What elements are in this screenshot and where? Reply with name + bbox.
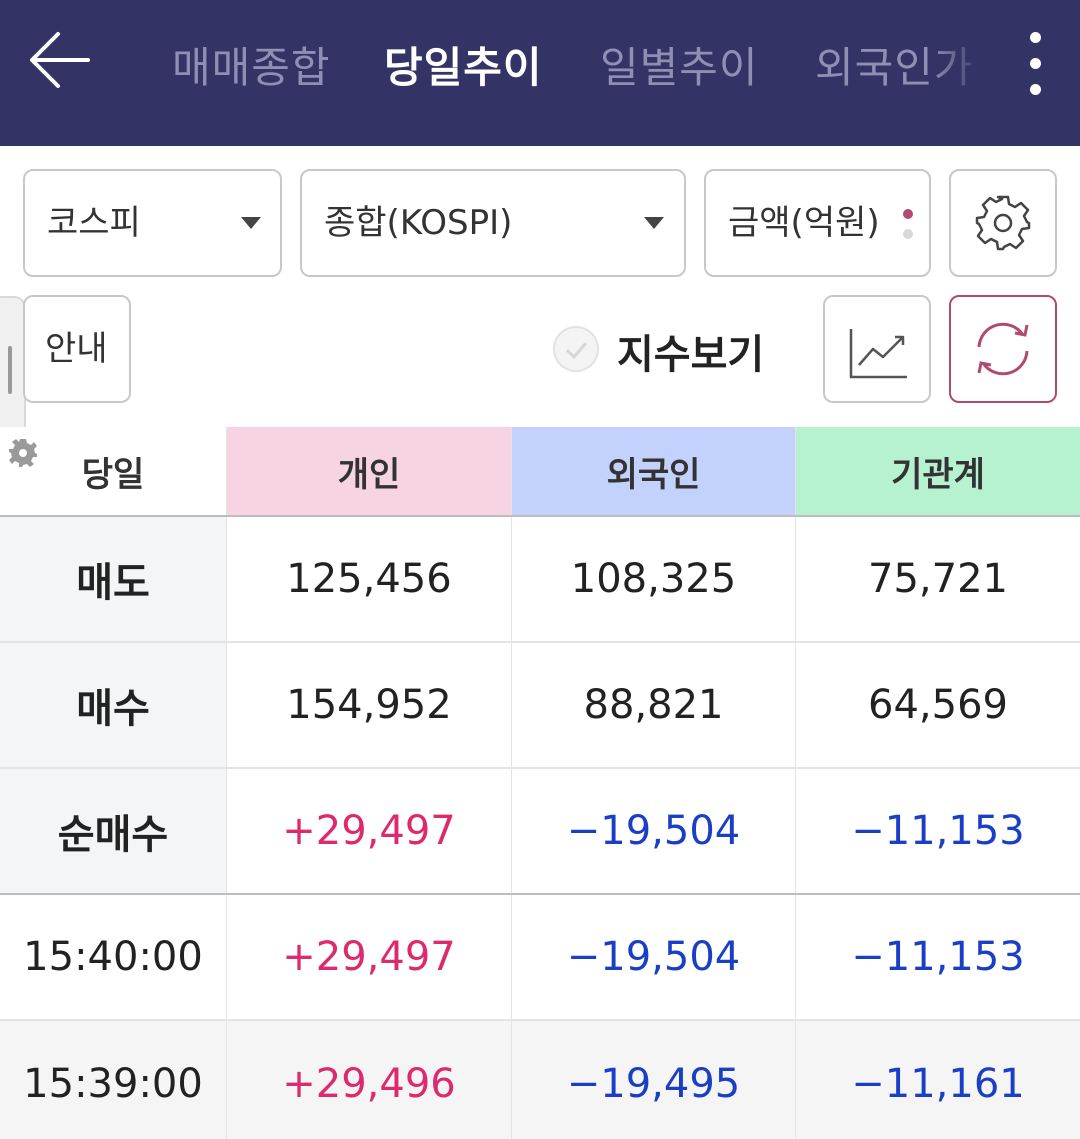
row-label: 순매수	[0, 769, 227, 893]
institution-value: 75,721	[868, 556, 1008, 602]
table-header-row: 당일 개인 외국인 기관계	[0, 427, 1080, 517]
foreign-value: 88,821	[512, 643, 796, 767]
back-button[interactable]	[22, 22, 98, 98]
tab-daily-trend[interactable]: 일별추이	[600, 43, 759, 92]
more-vertical-icon-dot	[1030, 58, 1041, 69]
chart-view-button[interactable]	[823, 295, 931, 403]
line-chart-icon	[849, 329, 907, 379]
table-row[interactable]: 15:40:00 +29,497 −19,504 −11,153	[0, 895, 1080, 1021]
individual-value: +29,497	[227, 895, 512, 1019]
drawer-grip-icon	[8, 346, 12, 394]
institution-value: −11,153	[851, 934, 1025, 980]
foreign-value: −19,504	[512, 769, 796, 893]
chevron-down-icon	[644, 217, 664, 229]
foreign-value: 108,325	[512, 517, 796, 641]
table-row-sell: 매도 125,456 108,325 75,721	[0, 517, 1080, 643]
table-row-buy: 매수 154,952 88,821 64,569	[0, 643, 1080, 769]
unit-active-indicator	[903, 209, 913, 219]
column-header-individual: 개인	[227, 427, 512, 515]
row-time: 15:39:00	[0, 1021, 227, 1139]
unit-inactive-indicator	[903, 229, 913, 239]
index-select-value: 종합(KOSPI)	[324, 203, 513, 243]
more-options-button[interactable]	[1010, 28, 1060, 100]
chevron-down-icon	[241, 217, 261, 229]
row-label: 매도	[0, 517, 227, 641]
market-select[interactable]: 코스피	[23, 169, 282, 277]
more-vertical-icon-dot	[1030, 84, 1041, 95]
tab-trade-summary[interactable]: 매매종합	[172, 43, 331, 92]
table-row[interactable]: 15:39:00 +29,496 −19,495 −11,161	[0, 1021, 1080, 1139]
refresh-icon	[977, 322, 1029, 376]
tab-intraday-trend[interactable]: 당일추이	[384, 43, 543, 92]
index-view-label[interactable]: 지수보기	[617, 332, 765, 378]
column-header-today: 당일	[0, 427, 227, 515]
top-app-bar: 매매종합 당일추이 일별추이 외국인가	[0, 0, 1080, 146]
institution-value: 64,569	[868, 682, 1008, 728]
column-settings-gear-icon[interactable]	[6, 436, 40, 470]
foreign-value: −19,495	[512, 1021, 796, 1139]
index-select[interactable]: 종합(KOSPI)	[300, 169, 686, 277]
institution-value: −11,161	[851, 1061, 1025, 1107]
more-vertical-icon	[1030, 32, 1041, 43]
back-arrow-icon	[30, 32, 90, 88]
market-select-value: 코스피	[47, 203, 141, 243]
guide-button[interactable]: 안내	[23, 295, 131, 403]
gear-icon	[975, 195, 1031, 251]
column-header-foreign: 외국인	[512, 427, 796, 515]
settings-button[interactable]	[949, 169, 1057, 277]
column-header-institution: 기관계	[796, 427, 1080, 515]
unit-toggle[interactable]: 금액(억원)	[704, 169, 931, 277]
index-view-checkbox[interactable]	[553, 326, 599, 372]
foreign-value: −19,504	[512, 895, 796, 1019]
individual-value: +29,497	[227, 769, 512, 893]
row-time: 15:40:00	[0, 895, 227, 1019]
individual-value: 125,456	[227, 517, 512, 641]
guide-button-label: 안내	[45, 329, 108, 369]
tab-scroll-fade	[930, 20, 1010, 120]
unit-toggle-label: 금액(억원)	[728, 203, 880, 243]
checkmark-icon	[565, 342, 588, 360]
institution-value: −11,153	[851, 808, 1025, 854]
row-label: 매수	[0, 643, 227, 767]
refresh-button[interactable]	[949, 295, 1057, 403]
individual-value: 154,952	[227, 643, 512, 767]
individual-value: +29,496	[227, 1021, 512, 1139]
table-row-net-buy: 순매수 +29,497 −19,504 −11,153	[0, 769, 1080, 895]
